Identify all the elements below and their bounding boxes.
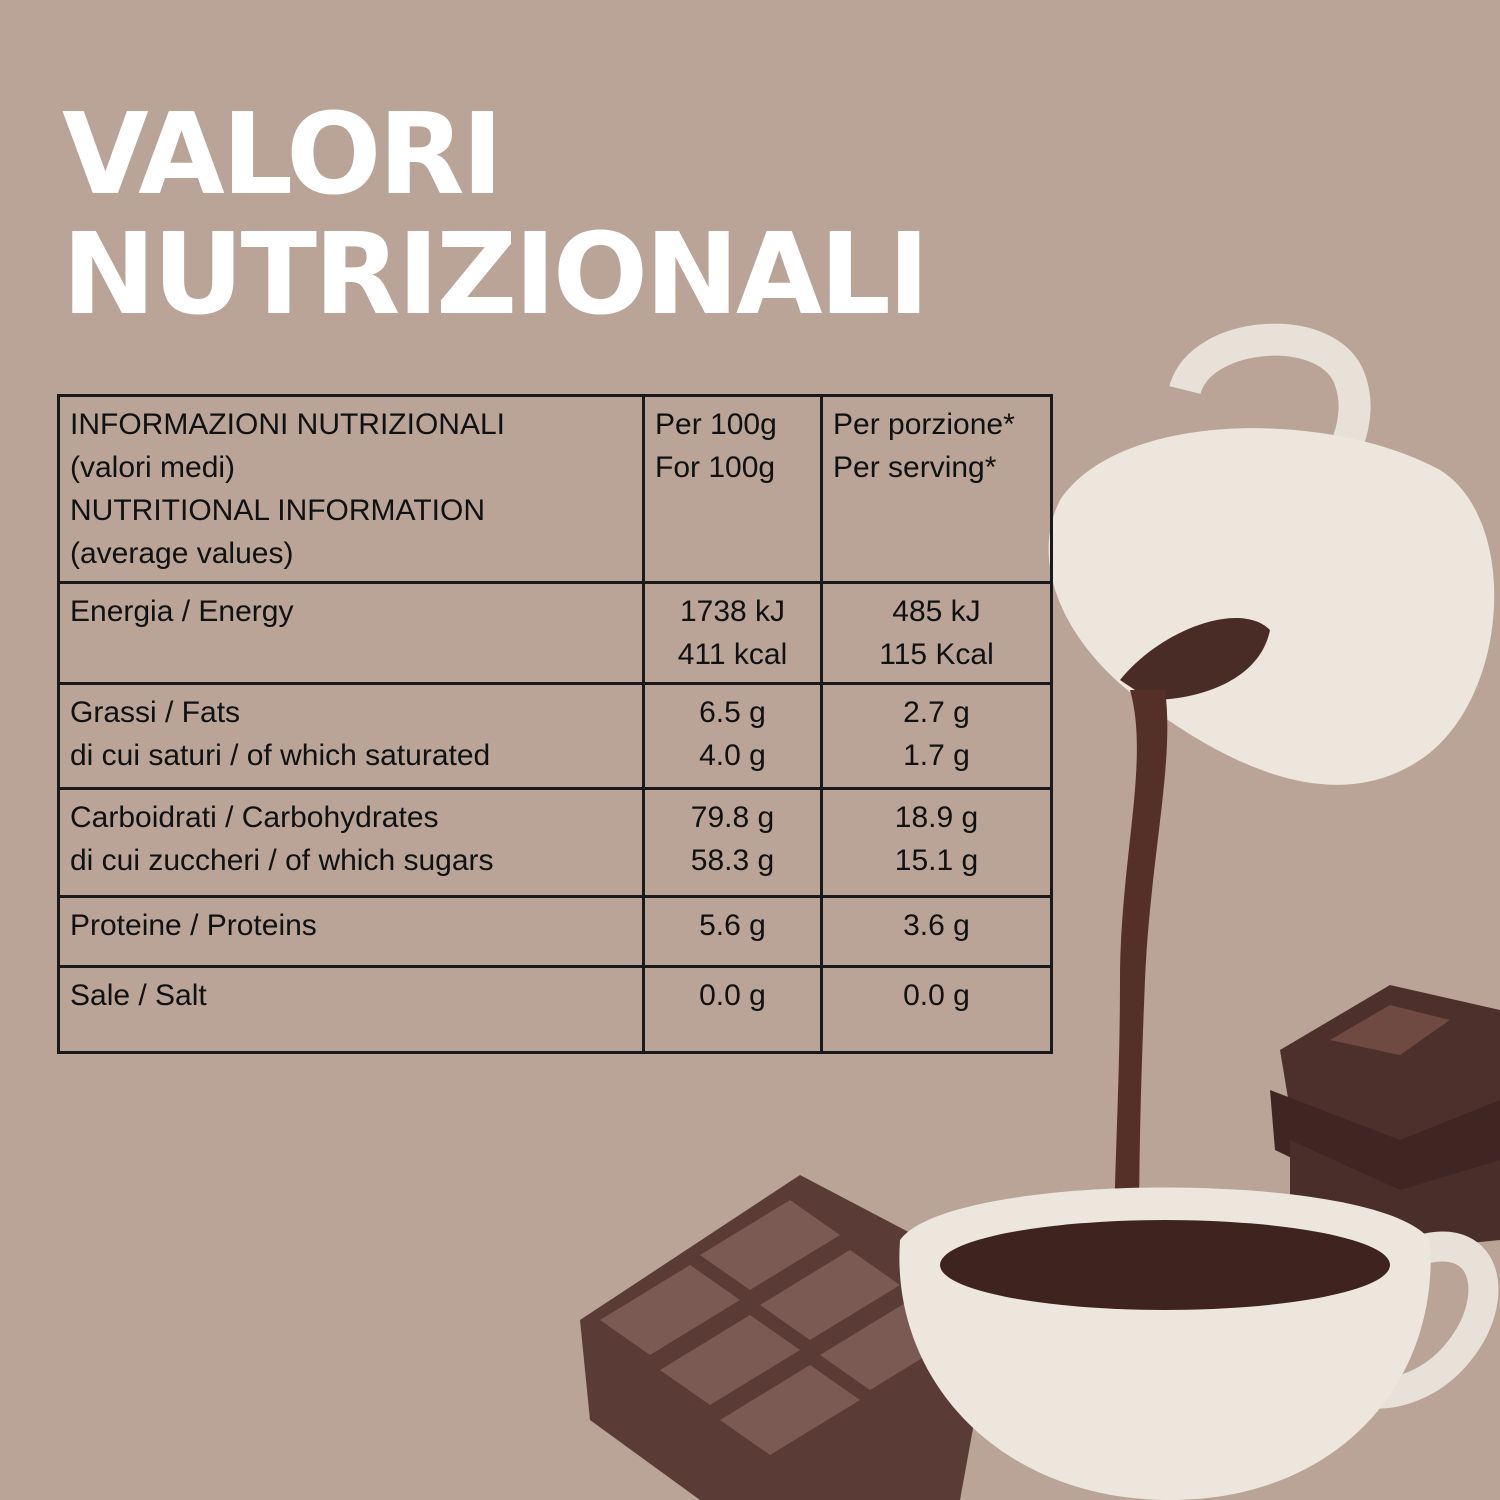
header-label-line: NUTRITIONAL INFORMATION [70, 494, 485, 527]
value: 2.7 g [903, 696, 970, 729]
nutrition-table: INFORMAZIONI NUTRIZIONALI (valori medi) … [57, 394, 1053, 1054]
row-serving: 2.7 g 1.7 g [820, 682, 1053, 790]
row-per100: 79.8 g 58.3 g [642, 787, 823, 898]
header-per100-cell: Per 100g For 100g [642, 394, 823, 584]
row-serving: 3.6 g [820, 895, 1053, 968]
row-serving: 485 kJ 115 Kcal [820, 581, 1053, 685]
row-label-line: Sale / Salt [70, 979, 207, 1012]
header-per100-line: For 100g [655, 451, 776, 484]
value: 18.9 g [894, 801, 979, 834]
row-label-line: di cui zuccheri / of which sugars [70, 844, 494, 877]
row-label-line: di cui saturi / of which saturated [70, 739, 491, 772]
table-row-salt: Sale / Salt 0.0 g 0.0 g [57, 965, 1053, 1054]
value: 58.3 g [690, 844, 775, 877]
header-label-line: INFORMAZIONI NUTRIZIONALI [70, 408, 505, 441]
table-row-proteins: Proteine / Proteins 5.6 g 3.6 g [57, 895, 1053, 968]
value: 15.1 g [894, 844, 979, 877]
row-serving: 0.0 g [820, 965, 1053, 1054]
row-label: Energia / Energy [57, 581, 645, 685]
value: 1.7 g [903, 739, 970, 772]
value: 3.6 g [903, 909, 970, 942]
row-per100: 6.5 g 4.0 g [642, 682, 823, 790]
row-serving: 18.9 g 15.1 g [820, 787, 1053, 898]
table-header-row: INFORMAZIONI NUTRIZIONALI (valori medi) … [57, 394, 1053, 584]
title-line-2: NUTRIZIONALI [62, 210, 930, 340]
value: 1738 kJ [679, 595, 786, 628]
row-per100: 1738 kJ 411 kcal [642, 581, 823, 685]
header-per100-line: Per 100g [655, 408, 777, 441]
value: 485 kJ [892, 595, 981, 628]
value: 0.0 g [699, 979, 766, 1012]
chocolate-bar-left [580, 1175, 1000, 1500]
row-label-line: Carboidrati / Carbohydrates [70, 801, 439, 834]
row-per100: 5.6 g [642, 895, 823, 968]
row-label-line: Energia / Energy [70, 595, 294, 628]
header-label-line: (average values) [70, 537, 294, 570]
table-row-carbohydrates: Carboidrati / Carbohydrates di cui zucch… [57, 787, 1053, 898]
chocolate-stream [1114, 690, 1168, 1260]
value: 0.0 g [903, 979, 970, 1012]
row-label: Carboidrati / Carbohydrates di cui zucch… [57, 787, 645, 898]
page-title: VALORI NUTRIZIONALI [62, 90, 930, 340]
header-serving-line: Per serving* [833, 451, 997, 484]
row-label: Grassi / Fats di cui saturi / of which s… [57, 682, 645, 790]
value: 4.0 g [699, 739, 766, 772]
cup-icon [899, 1187, 1499, 1500]
value: 115 Kcal [879, 638, 994, 671]
value: 79.8 g [690, 801, 775, 834]
value: 5.6 g [699, 909, 766, 942]
row-label-line: Grassi / Fats [70, 696, 241, 729]
row-label: Sale / Salt [57, 965, 645, 1054]
table-row-energy: Energia / Energy 1738 kJ 411 kcal 485 kJ… [57, 581, 1053, 685]
header-label-cell: INFORMAZIONI NUTRIZIONALI (valori medi) … [57, 394, 645, 584]
header-serving-cell: Per porzione* Per serving* [820, 394, 1053, 584]
row-label: Proteine / Proteins [57, 895, 645, 968]
header-label-line: (valori medi) [70, 451, 236, 484]
value: 6.5 g [699, 696, 766, 729]
title-line-1: VALORI [62, 90, 503, 220]
value: 411 kcal [677, 638, 788, 671]
row-label-line: Proteine / Proteins [70, 909, 317, 942]
row-per100: 0.0 g [642, 965, 823, 1054]
table-row-fats: Grassi / Fats di cui saturi / of which s… [57, 682, 1053, 790]
jug-icon [1048, 323, 1495, 785]
header-serving-line: Per porzione* [833, 408, 1015, 441]
